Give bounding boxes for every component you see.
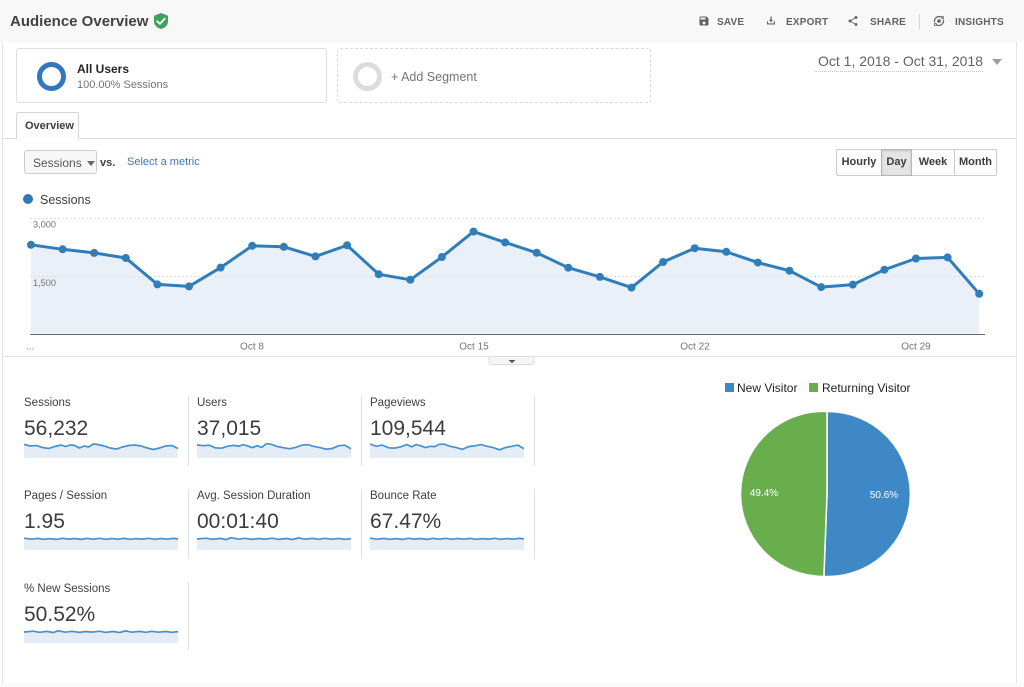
svg-text:...: ... — [26, 341, 34, 352]
svg-text:Oct 22: Oct 22 — [680, 341, 710, 352]
svg-text:50.6%: 50.6% — [870, 490, 898, 501]
svg-text:3,000: 3,000 — [33, 219, 56, 229]
svg-text:1,500: 1,500 — [33, 278, 56, 288]
svg-text:Oct 15: Oct 15 — [459, 341, 489, 352]
svg-text:Oct 8: Oct 8 — [240, 341, 264, 352]
svg-text:49.4%: 49.4% — [750, 488, 778, 499]
svg-text:Oct 29: Oct 29 — [901, 341, 931, 352]
